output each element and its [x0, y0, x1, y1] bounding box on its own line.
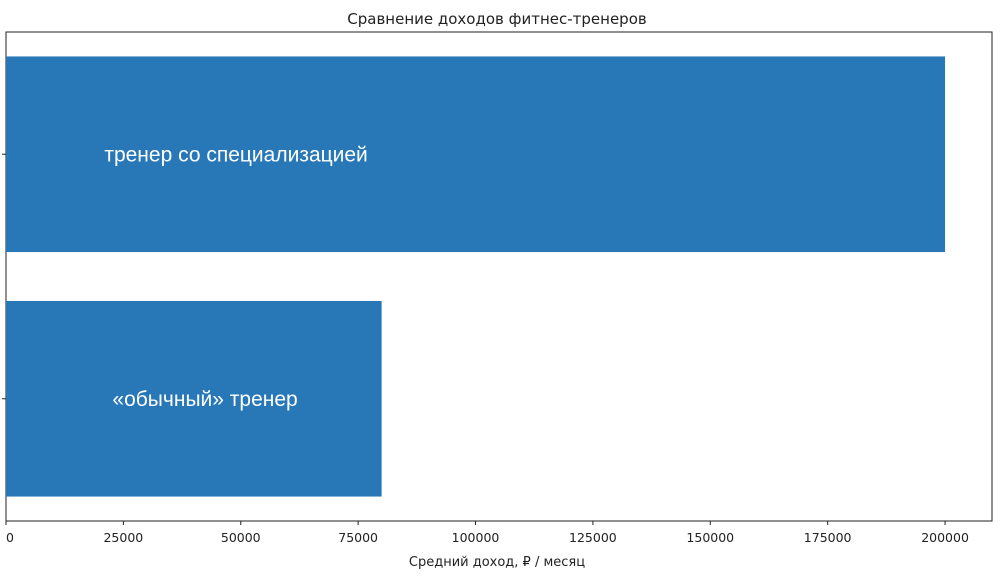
- x-tick-label-1: 25000: [103, 530, 143, 545]
- x-tick-label-5: 125000: [569, 530, 617, 545]
- bar-label-1: «обычный» тренер: [112, 388, 297, 411]
- bars-group: [6, 56, 946, 497]
- x-tick-label-6: 150000: [686, 530, 734, 545]
- bar-1: [6, 300, 382, 497]
- x-axis-ticks: 0 25000 50000 75000 100000 125000 150000 175000…: [5, 521, 969, 545]
- x-tick-label-7: 175000: [804, 530, 852, 545]
- bar-labels-group: тренер со специализацией «обычный» тренер: [104, 143, 367, 411]
- x-tick-label-2: 50000: [221, 530, 261, 545]
- x-tick-label-0: 0: [6, 530, 14, 545]
- x-tick-label-4: 100000: [452, 530, 500, 545]
- bar-label-0: тренер со специализацией: [104, 143, 367, 166]
- x-tick-label-8: 200000: [921, 530, 969, 545]
- x-tick-label-3: 75000: [338, 530, 378, 545]
- x-axis-label: Средний доход, ₽ / месяц: [409, 555, 585, 570]
- chart-title: Сравнение доходов фитнес-тренеров: [347, 10, 646, 28]
- y-axis-ticks: [2, 153, 6, 400]
- bar-0: [6, 56, 946, 253]
